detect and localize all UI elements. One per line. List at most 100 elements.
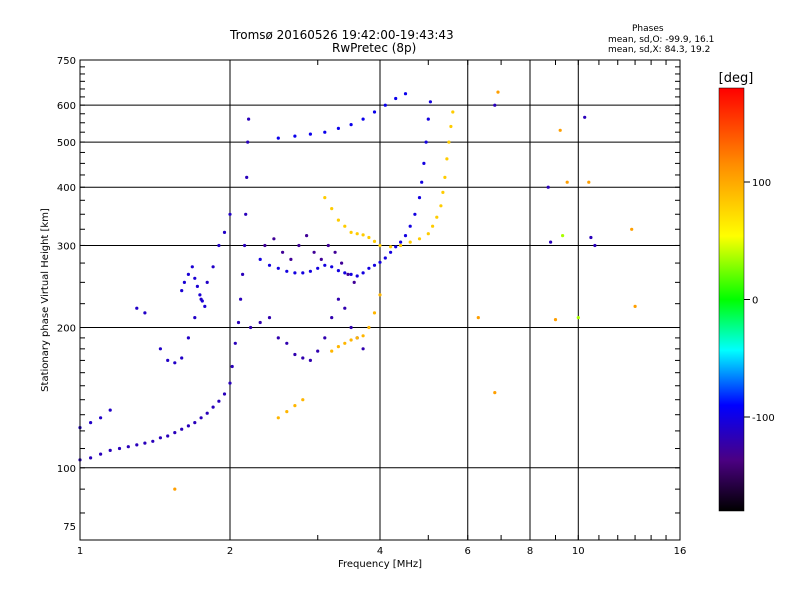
- data-point: [355, 336, 359, 340]
- y-tick-label: 100: [57, 464, 76, 475]
- data-point: [447, 140, 451, 144]
- y-tick-label: 500: [57, 138, 76, 149]
- ticks-layer: 1 2 4 6 8 10 16 75 100 200 300 400 500 600 750: [57, 56, 686, 557]
- data-point: [143, 311, 147, 315]
- data-point: [258, 257, 262, 261]
- data-point: [200, 299, 204, 303]
- data-point: [243, 243, 247, 248]
- data-point: [205, 280, 209, 284]
- data-point: [241, 272, 245, 276]
- data-point: [413, 212, 417, 216]
- data-point: [305, 234, 309, 238]
- data-point: [355, 274, 359, 278]
- data-point: [198, 293, 202, 297]
- colorbar-tick-label: -100: [752, 413, 775, 424]
- data-point: [343, 341, 347, 345]
- data-point: [258, 320, 262, 325]
- data-point: [228, 381, 232, 385]
- data-point: [222, 392, 227, 396]
- data-point: [346, 272, 350, 276]
- data-point: [222, 230, 227, 234]
- data-point: [383, 256, 387, 260]
- data-point: [493, 391, 497, 395]
- data-point: [323, 130, 327, 134]
- data-point: [565, 180, 569, 184]
- data-point: [173, 431, 177, 435]
- data-point: [239, 297, 243, 301]
- data-point: [361, 334, 365, 338]
- data-point: [553, 318, 558, 322]
- data-point: [249, 325, 253, 330]
- data-point: [281, 250, 285, 254]
- data-point: [203, 304, 207, 308]
- x-tick-label: 10: [572, 546, 585, 557]
- data-point: [316, 349, 320, 353]
- data-point: [441, 190, 445, 194]
- data-point: [336, 218, 340, 222]
- data-point: [343, 224, 347, 228]
- data-point: [361, 347, 365, 351]
- x-tick-label: 4: [377, 546, 383, 557]
- data-point: [343, 271, 347, 275]
- stats-heading: Phases: [632, 24, 664, 34]
- data-point: [245, 175, 249, 179]
- data-point: [355, 232, 359, 236]
- data-point: [546, 185, 550, 189]
- y-tick-label: 750: [57, 56, 76, 67]
- data-point: [236, 320, 241, 325]
- data-point: [297, 243, 301, 248]
- data-point: [403, 234, 408, 238]
- data-point: [496, 90, 500, 94]
- data-point: [378, 293, 382, 297]
- data-point: [372, 239, 377, 243]
- x-tick-label: 16: [674, 546, 687, 557]
- data-point: [323, 336, 327, 340]
- data-point: [583, 115, 587, 119]
- data-point: [330, 207, 334, 211]
- y-tick-label: 200: [57, 324, 76, 335]
- data-point: [195, 284, 199, 288]
- data-point: [99, 416, 103, 420]
- x-tick-label: 2: [227, 546, 233, 557]
- x-axis-label: Frequency [MHz]: [338, 559, 422, 570]
- y-tick-label: 300: [57, 241, 76, 252]
- data-point: [301, 398, 305, 402]
- data-point: [247, 117, 251, 121]
- data-point: [308, 132, 312, 136]
- data-point: [408, 224, 412, 228]
- data-point: [435, 215, 439, 219]
- data-point: [389, 250, 393, 254]
- data-point: [301, 356, 305, 360]
- data-point: [108, 408, 112, 412]
- data-point: [349, 123, 353, 127]
- data-point: [276, 136, 280, 140]
- data-point: [158, 347, 162, 351]
- data-point: [205, 411, 209, 415]
- data-point: [367, 235, 371, 240]
- data-point: [180, 356, 184, 360]
- data-point: [285, 269, 289, 273]
- data-point: [99, 452, 103, 456]
- data-point: [312, 250, 316, 254]
- data-point: [308, 358, 312, 362]
- data-point: [173, 487, 177, 491]
- data-point: [211, 265, 215, 269]
- data-point: [293, 404, 297, 408]
- data-point: [217, 399, 221, 403]
- data-point: [246, 140, 250, 144]
- data-point: [211, 405, 215, 409]
- data-point: [143, 441, 147, 445]
- colorbar-tick-label: 0: [752, 296, 758, 307]
- data-point: [630, 227, 634, 231]
- data-point: [89, 456, 93, 460]
- data-point: [193, 316, 197, 320]
- data-point: [431, 224, 435, 228]
- data-point: [372, 110, 377, 114]
- data-point: [323, 196, 327, 200]
- data-point: [349, 230, 353, 234]
- data-point: [443, 175, 447, 179]
- data-point: [394, 96, 398, 101]
- data-point: [399, 243, 403, 248]
- colorbar-label: [deg]: [719, 71, 754, 86]
